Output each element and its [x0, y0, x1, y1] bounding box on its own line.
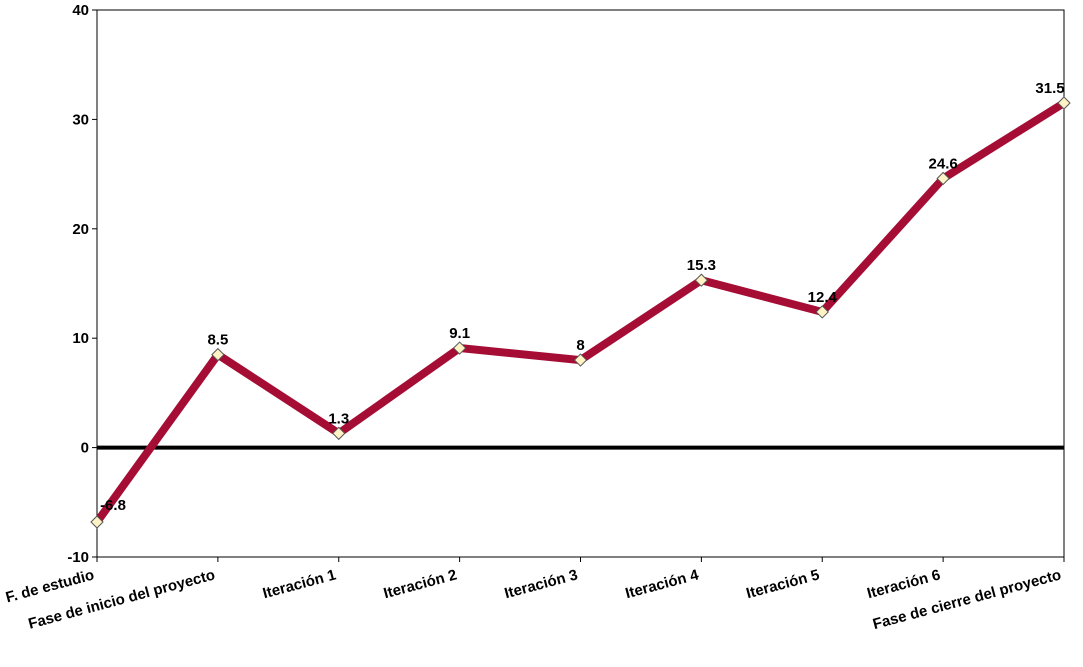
data-point-marker [211, 347, 225, 362]
x-category-label: Iteración 3 [503, 566, 580, 602]
series-line [93, 99, 1067, 525]
y-tick-label: 30 [72, 111, 89, 128]
data-label: 8 [576, 337, 584, 354]
data-label: 31.5 [1035, 80, 1064, 97]
x-category-label: Iteración 5 [744, 566, 821, 602]
data-label: 1.3 [328, 410, 349, 427]
data-point-marker [573, 353, 588, 367]
data-point-marker [815, 305, 829, 319]
data-label: 15.3 [687, 257, 716, 274]
x-category-label: Iteración 4 [624, 566, 702, 602]
y-tick-label: 40 [72, 2, 89, 19]
y-tick-label: -10 [67, 549, 89, 566]
y-tick-label: 10 [72, 330, 89, 347]
data-point-marker [694, 273, 709, 287]
x-category-label: Iteración 1 [261, 566, 338, 602]
data-point-marker [936, 171, 950, 186]
plot-area-border [96, 9, 1065, 558]
data-point-marker [332, 426, 346, 441]
y-tick-label: 0 [81, 440, 89, 457]
data-point-marker [452, 341, 467, 355]
data-label: 24.6 [929, 155, 958, 172]
data-label: -6.8 [100, 497, 126, 514]
y-tick-label: 20 [72, 221, 89, 238]
data-label: 12.4 [808, 289, 838, 306]
x-category-label: Iteración 2 [382, 566, 459, 602]
data-label: 8.5 [207, 332, 228, 349]
data-label: 9.1 [449, 325, 470, 342]
data-point-marker [90, 515, 104, 529]
data-point-marker [1057, 96, 1071, 110]
x-category-label: Iteración 6 [865, 566, 942, 602]
